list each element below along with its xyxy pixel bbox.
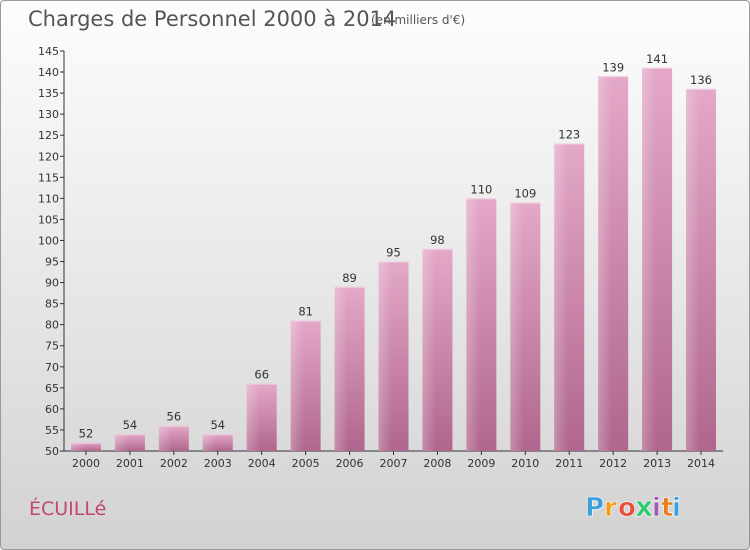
y-tick-label: 110 bbox=[38, 192, 59, 205]
y-tick-label: 135 bbox=[38, 87, 59, 100]
bar-highlight bbox=[686, 88, 700, 451]
value-label: 52 bbox=[79, 427, 94, 441]
y-tick-label: 90 bbox=[45, 277, 59, 290]
value-label: 89 bbox=[342, 271, 357, 285]
y-tick-label: 105 bbox=[38, 213, 59, 226]
value-label: 98 bbox=[430, 233, 445, 247]
bar-highlight bbox=[422, 248, 436, 451]
y-tick-label: 75 bbox=[45, 340, 59, 353]
bar-highlight bbox=[158, 425, 173, 451]
chart-subtitle: (en milliers d'€) bbox=[371, 13, 466, 27]
value-label: 110 bbox=[470, 182, 492, 196]
y-tick-label: 70 bbox=[45, 361, 59, 374]
bar-2000 bbox=[70, 442, 101, 451]
value-label: 54 bbox=[210, 418, 225, 432]
x-tick-label: 2008 bbox=[423, 457, 451, 470]
x-tick-label: 2005 bbox=[292, 457, 320, 470]
value-label: 136 bbox=[690, 73, 712, 87]
x-tick-label: 2006 bbox=[336, 457, 364, 470]
commune-name: ÉCUILLé bbox=[29, 498, 107, 520]
y-tick-label: 80 bbox=[45, 319, 59, 332]
x-tick-label: 2013 bbox=[643, 457, 671, 470]
y-tick-label: 140 bbox=[38, 66, 59, 79]
x-tick-label: 2012 bbox=[599, 457, 627, 470]
y-tick-label: 60 bbox=[45, 403, 59, 416]
value-label: 109 bbox=[514, 187, 536, 201]
y-tick-label: 50 bbox=[45, 445, 59, 458]
x-tick-label: 2014 bbox=[687, 457, 715, 470]
y-tick-label: 130 bbox=[38, 108, 59, 121]
value-label: 81 bbox=[298, 304, 313, 318]
bar-highlight bbox=[290, 320, 305, 451]
x-tick-label: 2011 bbox=[555, 457, 583, 470]
bar-highlight bbox=[70, 442, 85, 451]
x-tick-label: 2004 bbox=[248, 457, 276, 470]
value-label: 141 bbox=[646, 52, 668, 66]
x-tick-label: 2009 bbox=[467, 457, 495, 470]
value-label: 66 bbox=[254, 368, 269, 382]
value-label: 139 bbox=[602, 60, 624, 74]
bar-highlight bbox=[202, 434, 217, 451]
x-tick-label: 2010 bbox=[511, 457, 539, 470]
value-label: 123 bbox=[558, 128, 580, 142]
x-tick-label: 2001 bbox=[116, 457, 144, 470]
x-tick-label: 2003 bbox=[204, 457, 232, 470]
bar-highlight bbox=[598, 76, 612, 452]
value-label: 95 bbox=[386, 246, 401, 260]
bar-highlight bbox=[334, 286, 349, 451]
y-tick-label: 95 bbox=[45, 256, 59, 269]
bar-highlight bbox=[642, 67, 656, 451]
value-label: 54 bbox=[123, 418, 138, 432]
x-tick-label: 2007 bbox=[380, 457, 408, 470]
chart-title: Charges de Personnel 2000 à 2014 bbox=[28, 7, 397, 31]
bar-highlight bbox=[114, 434, 129, 451]
y-tick-label: 145 bbox=[38, 45, 59, 58]
logo-letter: r bbox=[604, 493, 617, 523]
bar-highlight bbox=[466, 198, 480, 451]
x-tick-label: 2000 bbox=[72, 457, 100, 470]
bar-highlight bbox=[246, 383, 261, 451]
logo-letter: x bbox=[635, 490, 653, 523]
bar-highlight bbox=[378, 261, 392, 451]
logo-letter: i bbox=[672, 493, 681, 523]
logo-letter: t bbox=[661, 493, 673, 523]
y-tick-label: 125 bbox=[38, 129, 59, 142]
y-tick-label: 120 bbox=[38, 150, 59, 163]
y-tick-label: 85 bbox=[45, 298, 59, 311]
y-tick-label: 115 bbox=[38, 171, 59, 184]
y-tick-label: 100 bbox=[38, 234, 59, 247]
bar-highlight bbox=[554, 143, 568, 451]
logo-letter: i bbox=[652, 493, 661, 523]
logo-letter: o bbox=[618, 493, 636, 523]
y-tick-label: 55 bbox=[45, 424, 59, 437]
y-tick-label: 65 bbox=[45, 382, 59, 395]
value-label: 56 bbox=[167, 410, 182, 424]
x-tick-label: 2002 bbox=[160, 457, 188, 470]
logo-letter: P bbox=[585, 493, 604, 523]
bar-highlight bbox=[510, 202, 524, 451]
